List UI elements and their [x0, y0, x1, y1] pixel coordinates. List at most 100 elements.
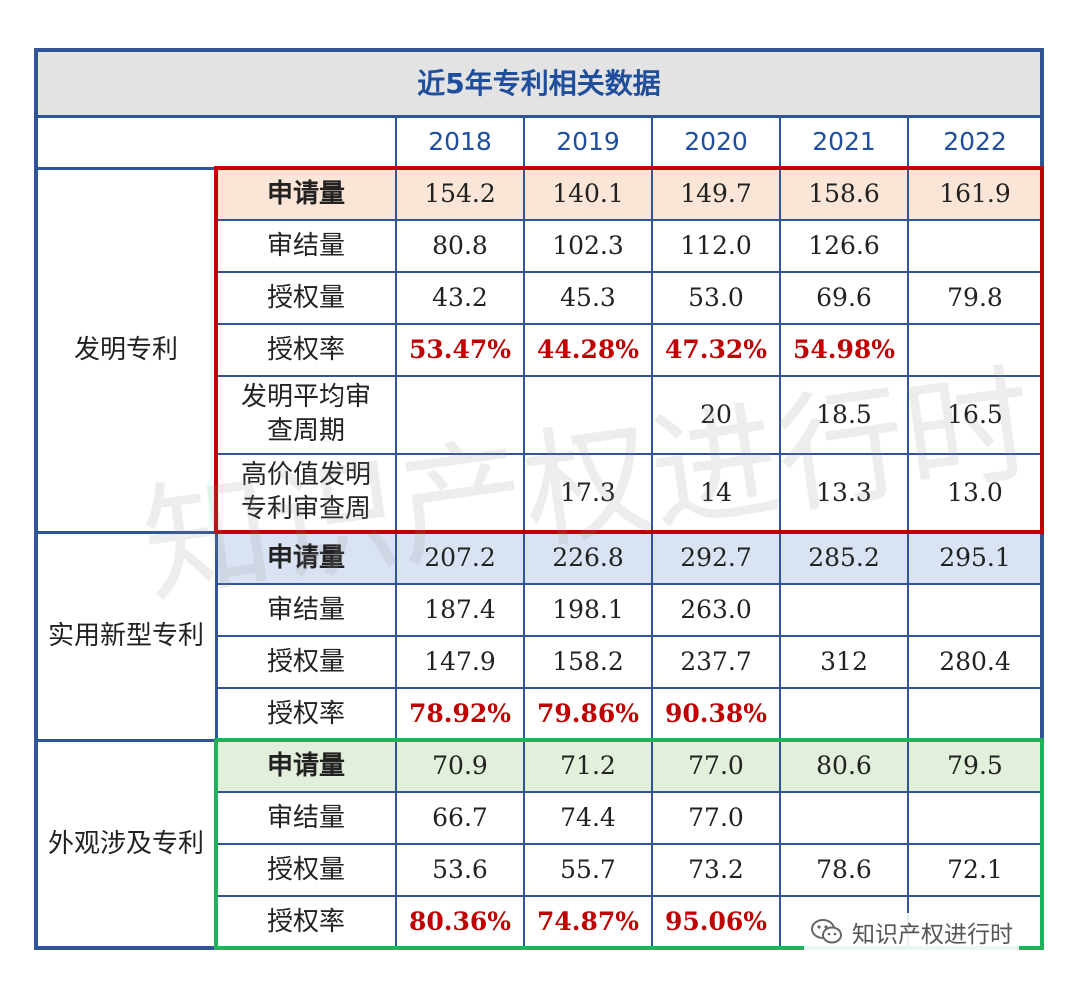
year-header-2019: 2019	[556, 127, 620, 157]
title-divider	[36, 115, 1042, 118]
column-divider	[907, 116, 909, 948]
data-cell: 140.1	[524, 168, 652, 220]
year-header-2018: 2018	[428, 127, 492, 157]
data-cell: 280.4	[939, 647, 1011, 677]
data-cell: 69.6	[816, 283, 872, 313]
year-header-2021: 2021	[812, 127, 876, 157]
data-cell: 16.5	[947, 400, 1003, 430]
section-label: 外观涉及专利	[47, 828, 204, 859]
data-cell: 72.1	[947, 855, 1003, 885]
table-title: 近5年专利相关数据	[36, 50, 1042, 116]
row-divider	[216, 791, 1042, 793]
data-cell: 79.5	[908, 740, 1042, 792]
data-cell: 74.4	[560, 803, 616, 833]
wechat-badge: 知识产权进行时	[804, 913, 1019, 951]
data-cell: 207.2	[396, 532, 524, 584]
row-divider	[216, 323, 1042, 325]
row-label: 授权率	[266, 334, 345, 365]
row-divider	[216, 271, 1042, 273]
row-label: 授权率	[266, 906, 345, 937]
data-cell: 198.1	[552, 595, 624, 625]
data-cell: 263.0	[680, 595, 752, 625]
data-cell: 54.98%	[792, 335, 896, 365]
data-cell: 80.36%	[408, 907, 512, 937]
row-label: 授权量	[266, 854, 345, 885]
data-cell: 13.3	[816, 478, 872, 508]
data-cell: 226.8	[524, 532, 652, 584]
data-cell: 147.9	[424, 647, 496, 677]
data-cell: 74.87%	[536, 907, 640, 937]
row-label: 审结量	[266, 230, 345, 261]
data-cell: 71.2	[524, 740, 652, 792]
row-label: 审结量	[266, 594, 345, 625]
row-label: 申请量	[216, 532, 396, 584]
data-cell: 154.2	[396, 168, 524, 220]
data-cell: 73.2	[688, 855, 744, 885]
data-cell: 43.2	[432, 283, 488, 313]
data-cell: 90.38%	[664, 699, 768, 729]
data-cell: 66.7	[432, 803, 488, 833]
data-cell: 20	[700, 400, 732, 430]
data-cell	[908, 220, 1042, 272]
data-cell: 95.06%	[664, 907, 768, 937]
row-label: 高价值发明专利审查周	[240, 460, 371, 524]
data-cell: 53.6	[432, 855, 488, 885]
section-label: 实用新型专利	[47, 620, 204, 651]
data-cell: 77.0	[688, 803, 744, 833]
column-divider	[215, 168, 218, 948]
data-cell	[396, 454, 524, 532]
data-cell: 77.0	[652, 740, 780, 792]
section-label: 发明专利	[73, 334, 178, 365]
data-cell: 102.3	[552, 231, 624, 261]
row-label: 发明平均审查周期	[240, 382, 371, 446]
data-cell: 126.6	[808, 231, 880, 261]
data-cell: 312	[820, 647, 868, 677]
header-divider	[36, 167, 1042, 170]
data-cell	[908, 792, 1042, 844]
data-cell: 17.3	[560, 478, 616, 508]
data-cell: 13.0	[947, 478, 1003, 508]
wechat-icon	[811, 919, 842, 944]
row-label: 授权率	[266, 698, 345, 729]
data-cell: 45.3	[560, 283, 616, 313]
row-label: 申请量	[216, 168, 396, 220]
data-cell: 79.86%	[536, 699, 640, 729]
row-divider	[216, 843, 1042, 845]
data-cell: 79.8	[947, 283, 1003, 313]
year-header-2020: 2020	[684, 127, 748, 157]
data-cell: 70.9	[396, 740, 524, 792]
column-divider	[523, 116, 525, 948]
row-divider	[216, 375, 1042, 377]
data-cell: 78.6	[816, 855, 872, 885]
data-cell: 18.5	[816, 400, 872, 430]
column-divider	[651, 116, 653, 948]
data-cell: 149.7	[652, 168, 780, 220]
data-cell: 80.6	[780, 740, 908, 792]
data-cell: 14	[700, 478, 732, 508]
data-cell: 295.1	[908, 532, 1042, 584]
data-cell: 53.47%	[408, 335, 512, 365]
year-header-2022: 2022	[943, 127, 1007, 157]
row-label: 申请量	[216, 740, 396, 792]
data-cell: 158.2	[552, 647, 624, 677]
row-divider	[216, 895, 1042, 897]
wechat-badge-text: 知识产权进行时	[852, 922, 1013, 948]
data-cell: 187.4	[424, 595, 496, 625]
header-corner	[36, 116, 396, 168]
data-cell: 237.7	[680, 647, 752, 677]
column-divider	[779, 116, 781, 948]
data-cell	[908, 324, 1042, 376]
data-cell: 55.7	[560, 855, 616, 885]
row-divider	[216, 687, 1042, 689]
row-divider	[216, 453, 1042, 455]
row-label: 授权量	[266, 282, 345, 313]
data-cell	[780, 792, 908, 844]
data-cell: 78.92%	[408, 699, 512, 729]
row-label: 授权量	[266, 646, 345, 677]
data-cell: 112.0	[680, 231, 752, 261]
data-cell: 285.2	[780, 532, 908, 584]
data-cell	[908, 688, 1042, 740]
column-divider	[395, 116, 397, 948]
data-cell	[780, 584, 908, 636]
